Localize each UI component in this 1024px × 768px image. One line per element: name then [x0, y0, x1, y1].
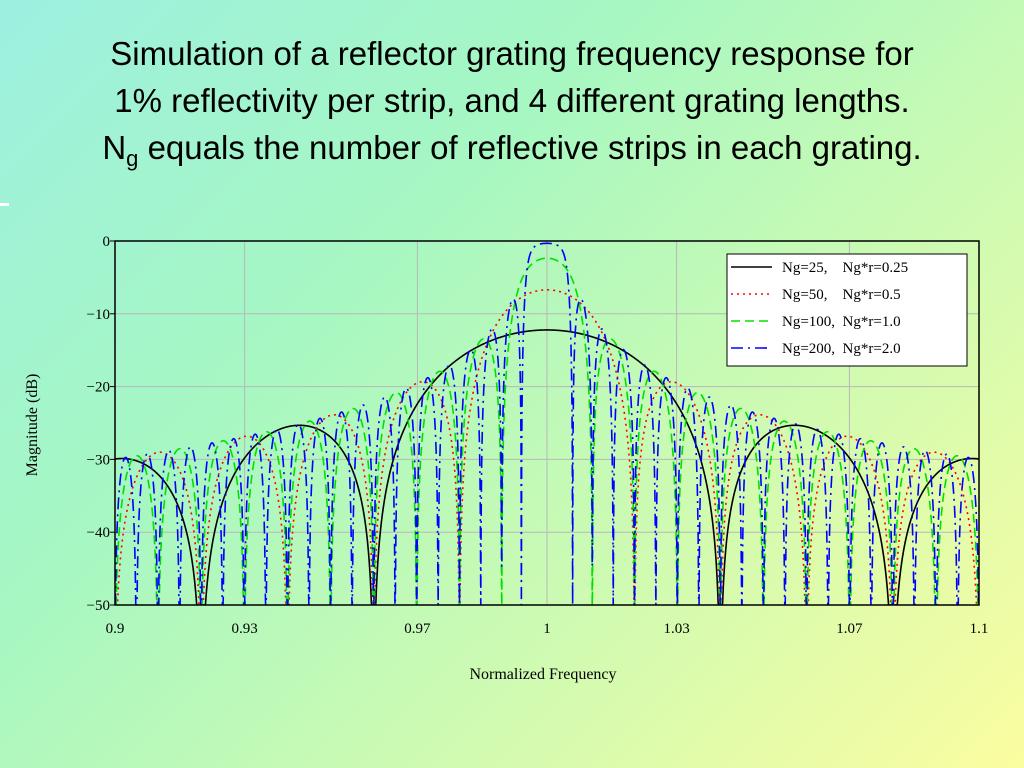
legend-label-2: Ng=50, Ng*r=0.5 — [782, 287, 901, 303]
legend-label-3: Ng=100, Ng*r=1.0 — [782, 314, 901, 330]
title-line-1: Simulation of a reflector grating freque… — [110, 35, 914, 72]
y-tick-label: −30 — [87, 452, 110, 468]
legend: Ng=25, Ng*r=0.25 Ng=50, Ng*r=0.5 Ng=100, N… — [726, 253, 968, 367]
y-tick-label: −40 — [87, 525, 110, 541]
x-axis-title: Normalized Frequency — [469, 666, 616, 683]
x-tick-label: 0.93 — [231, 621, 257, 637]
legend-label-4: Ng=200, Ng*r=2.0 — [782, 341, 901, 357]
title-line-3-rest: equals the number of reflective strips i… — [138, 129, 922, 166]
title-line-2: 1% reflectivity per strip, and 4 differe… — [114, 82, 910, 119]
legend-label-1: Ng=25, Ng*r=0.25 — [782, 260, 908, 276]
x-tick-label: 1.1 — [970, 621, 989, 637]
series-line-4 — [115, 242, 979, 605]
x-tick-label: 0.9 — [106, 621, 125, 637]
y-tick-label: −50 — [87, 598, 110, 614]
y-tick-label: −20 — [87, 380, 110, 396]
axis-ticks: 0.9 0.93 0.97 1 1.03 1.07 1.1 0 −10 −20 −30 −40 −50 — [87, 234, 989, 637]
x-tick-label: 1.03 — [663, 621, 689, 637]
x-tick-label: 0.97 — [404, 621, 431, 637]
slide-title: Simulation of a reflector grating freque… — [0, 30, 1024, 182]
y-tick-label: 0 — [103, 234, 111, 250]
y-tick-label: −10 — [87, 307, 110, 323]
x-tick-label: 1 — [543, 621, 551, 637]
x-tick-label: 1.07 — [836, 621, 863, 637]
title-line-3: Ng equals the number of reflective strip… — [0, 124, 1024, 182]
title-n: N — [102, 129, 127, 166]
corner-mark — [0, 203, 9, 206]
title-subscript-g: g — [126, 146, 139, 171]
plot-frame — [114, 240, 980, 606]
y-axis-title: Magnitude (dB) — [24, 374, 41, 477]
series-layer — [115, 242, 979, 605]
series-line-3 — [115, 257, 979, 605]
